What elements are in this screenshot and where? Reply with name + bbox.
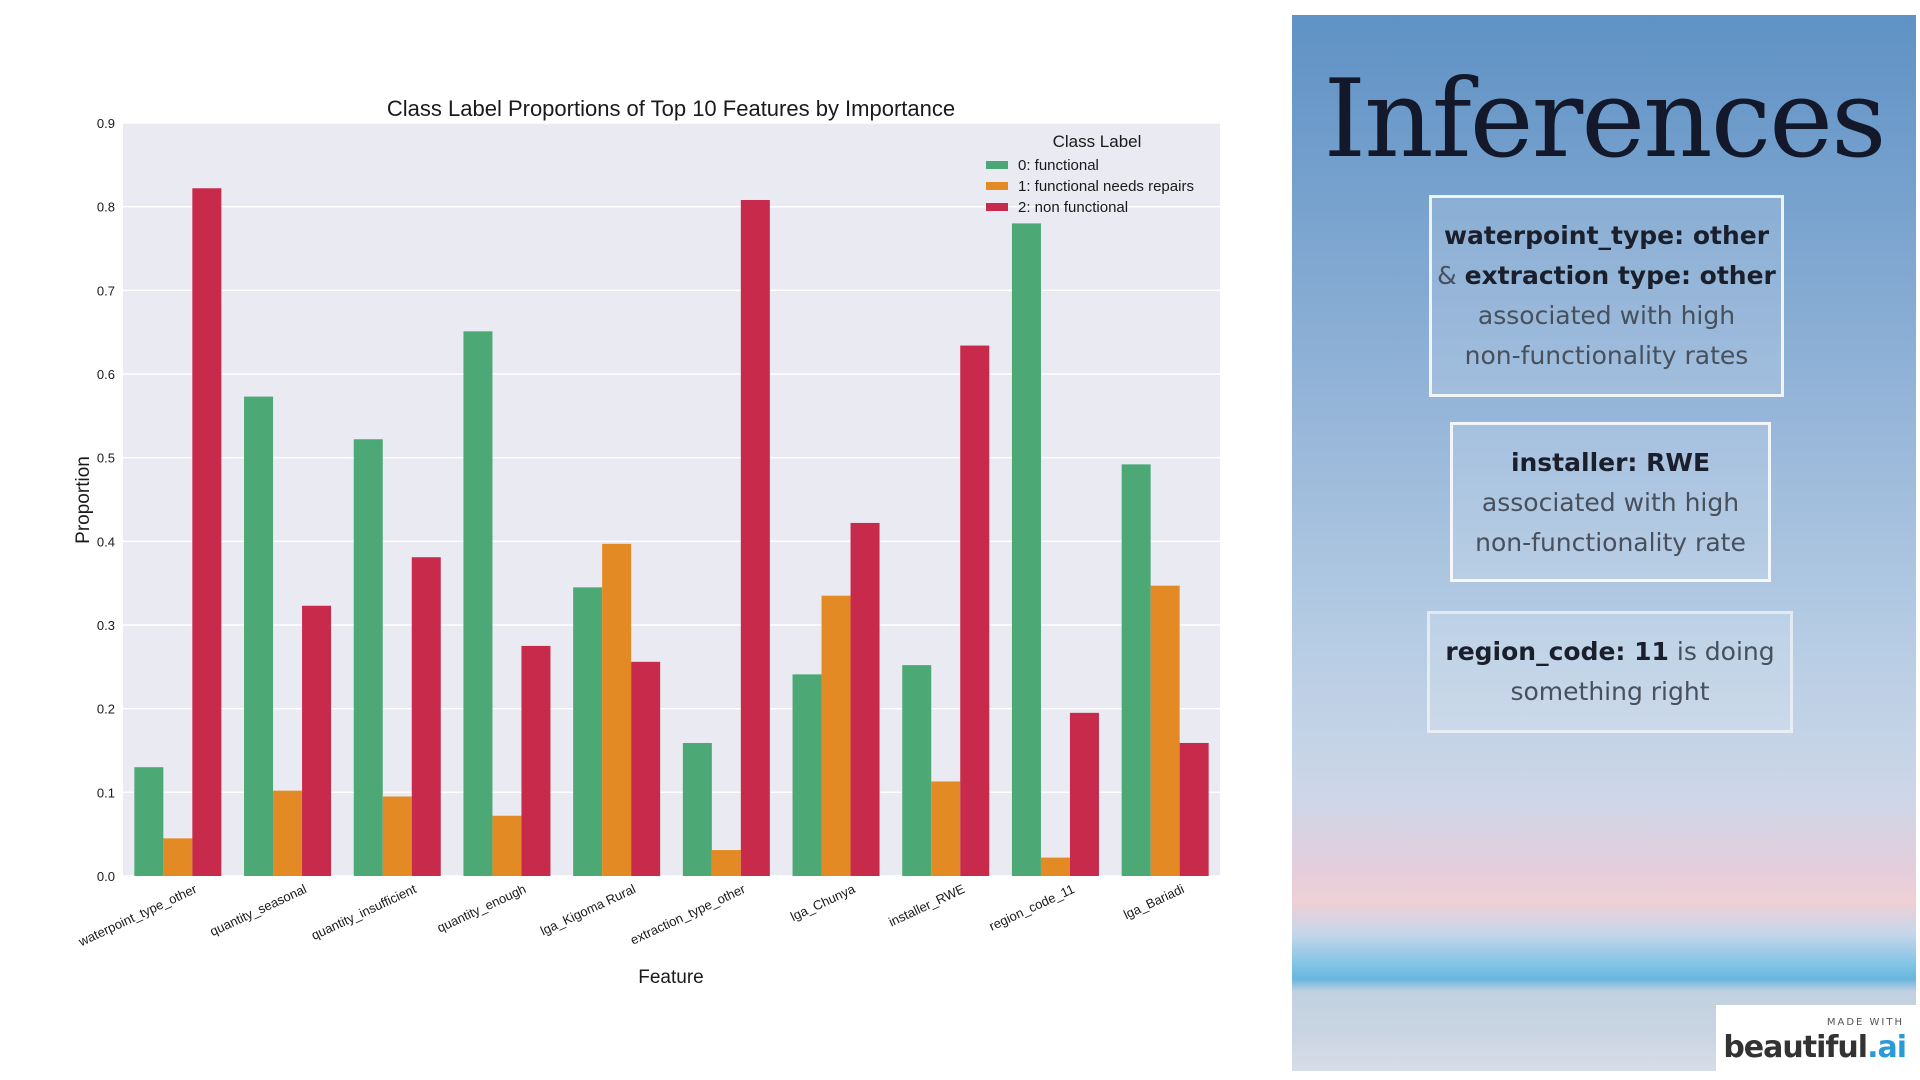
bar-0-quantity_enough xyxy=(463,331,493,877)
y-tick-label: 0.1 xyxy=(97,785,115,800)
bar-0-lga_Kigoma Rural xyxy=(573,587,603,876)
bar-1-quantity_insufficient xyxy=(382,796,412,876)
card3-strong: region_code: 11 xyxy=(1445,637,1669,666)
bar-2-quantity_insufficient xyxy=(411,557,441,876)
inference-card-waterpoint: waterpoint_type: other & extraction type… xyxy=(1429,195,1784,397)
bar-0-region_code_11 xyxy=(1011,223,1041,876)
bar-0-installer_RWE xyxy=(902,665,932,876)
card2-line-2: associated with high xyxy=(1481,488,1740,517)
bar-chart: 0.0 0.1 0.2 0.3 0.4 0.5 0.6 0.7 0.8 0.9 waterpoin… xyxy=(73,96,1220,988)
x-tick-label: quantity_enough xyxy=(435,881,528,935)
x-tick-label: lga_Kigoma Rural xyxy=(538,881,638,938)
legend-swatch xyxy=(986,161,1008,169)
inference-card-installer: installer: RWE associated with high non-… xyxy=(1450,422,1771,582)
bar-1-waterpoint_type_other xyxy=(163,838,193,876)
bar-1-quantity_seasonal xyxy=(273,790,303,876)
bar-2-waterpoint_type_other xyxy=(192,188,222,876)
card2-strong: installer: RWE xyxy=(1510,448,1711,477)
legend-entry: 1: functional needs repairs xyxy=(1018,178,1194,195)
card1-line-3: associated with high xyxy=(1477,301,1736,330)
bar-0-quantity_seasonal xyxy=(244,396,274,876)
bar-2-lga_Chunya xyxy=(850,522,880,876)
card1-strong-1: waterpoint_type: other xyxy=(1443,221,1770,250)
x-tick-label: installer_RWE xyxy=(886,881,967,929)
bar-1-quantity_enough xyxy=(492,815,522,876)
chart-title: Class Label Proportions of Top 10 Featur… xyxy=(387,96,955,121)
bar-1-lga_Bariadi xyxy=(1150,585,1180,876)
x-tick-label: extraction_type_other xyxy=(628,881,748,948)
y-tick-label: 0.3 xyxy=(97,618,115,633)
badge-brand-logo: beautiful.ai xyxy=(1716,1030,1907,1065)
y-tick-label: 0.4 xyxy=(97,534,115,549)
bars xyxy=(134,188,1209,877)
bar-2-lga_Kigoma Rural xyxy=(631,661,661,876)
card3-rest: is doing xyxy=(1668,637,1775,666)
y-tick-label: 0.8 xyxy=(97,200,115,215)
x-tick-labels: waterpoint_type_other quantity_seasonal qu… xyxy=(75,881,1186,950)
bar-0-waterpoint_type_other xyxy=(134,767,164,876)
legend-swatch xyxy=(986,182,1008,190)
inference-card-region: region_code: 11 is doing something right xyxy=(1427,611,1793,733)
card2-line-3: non-functionality rate xyxy=(1475,528,1746,557)
y-tick-label: 0.6 xyxy=(97,367,115,382)
bar-1-extraction_type_other xyxy=(711,850,741,876)
badge-brand-name: beautiful xyxy=(1723,1030,1868,1065)
bar-0-extraction_type_other xyxy=(682,742,712,876)
bar-2-extraction_type_other xyxy=(740,199,770,876)
panel-title: Inferences xyxy=(1323,57,1886,182)
y-tick-label: 0.7 xyxy=(97,283,115,298)
legend-entry: 2: non functional xyxy=(1018,199,1128,216)
bar-2-quantity_enough xyxy=(521,645,551,876)
x-tick-label: region_code_11 xyxy=(987,881,1077,934)
bar-1-lga_Kigoma Rural xyxy=(602,543,632,876)
bar-0-quantity_insufficient xyxy=(353,439,383,876)
badge-made-with-text: MADE WITH xyxy=(1826,1017,1904,1028)
card1-strong-2: extraction type: other xyxy=(1464,261,1776,290)
card1-line-4: non-functionality rates xyxy=(1464,341,1749,370)
x-tick-label: quantity_seasonal xyxy=(207,881,308,939)
badge-brand-dot: . xyxy=(1867,1030,1878,1065)
bar-2-quantity_seasonal xyxy=(302,605,332,876)
x-tick-label: quantity_insufficient xyxy=(309,881,419,943)
bar-2-region_code_11 xyxy=(1069,712,1099,876)
card3-line-2: something right xyxy=(1510,677,1710,706)
legend-swatch xyxy=(986,203,1008,211)
x-axis-label: Feature xyxy=(638,967,703,988)
legend: Class Label 0: functional 1: functional n… xyxy=(986,132,1194,216)
legend-entry: 0: functional xyxy=(1018,157,1099,174)
made-with-badge[interactable]: MADE WITH beautiful.ai xyxy=(1716,1005,1916,1071)
y-tick-label: 0.5 xyxy=(97,451,115,466)
y-tick-labels: 0.0 0.1 0.2 0.3 0.4 0.5 0.6 0.7 0.8 0.9 xyxy=(97,116,115,884)
y-tick-label: 0.9 xyxy=(97,116,115,131)
bar-0-lga_Chunya xyxy=(792,674,822,876)
bar-2-installer_RWE xyxy=(960,345,990,876)
plot-background xyxy=(123,123,1220,876)
y-tick-label: 0.0 xyxy=(97,869,115,884)
bar-1-lga_Chunya xyxy=(821,595,851,876)
bar-0-lga_Bariadi xyxy=(1121,464,1151,876)
x-tick-label: lga_Chunya xyxy=(788,881,858,924)
bar-1-installer_RWE xyxy=(931,781,961,876)
bar-1-region_code_11 xyxy=(1040,857,1070,876)
x-tick-label: lga_Bariadi xyxy=(1121,881,1186,922)
y-tick-label: 0.2 xyxy=(97,702,115,717)
card1-amp: & xyxy=(1437,261,1465,290)
badge-brand-tld: ai xyxy=(1877,1030,1907,1065)
x-tick-label: waterpoint_type_other xyxy=(75,881,199,950)
inferences-panel: Inferences waterpoint_type: other & extr… xyxy=(1292,15,1916,1071)
bar-2-lga_Bariadi xyxy=(1179,742,1209,876)
legend-title: Class Label xyxy=(1053,132,1142,151)
y-axis-label: Proportion xyxy=(73,456,94,544)
